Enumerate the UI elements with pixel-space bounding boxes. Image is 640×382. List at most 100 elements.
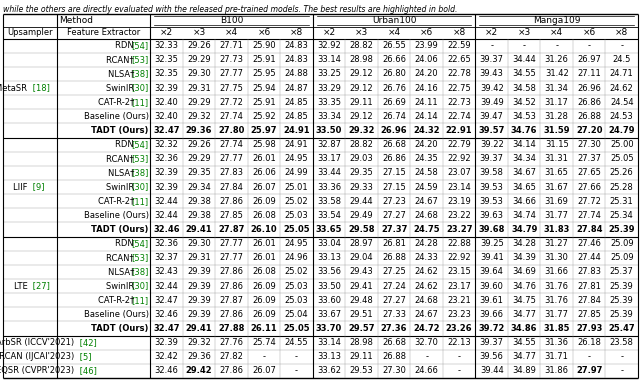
Text: 28.98: 28.98 [349,55,374,64]
Text: RDN: RDN [115,41,136,50]
Text: 32.44: 32.44 [155,197,179,206]
Text: 23.07: 23.07 [447,168,471,177]
Text: 34.69: 34.69 [512,267,536,277]
Text: 24.83: 24.83 [285,41,308,50]
Text: 27.74: 27.74 [220,140,243,149]
Text: 29.32: 29.32 [187,338,211,347]
Text: 28.97: 28.97 [349,239,374,248]
Text: 27.65: 27.65 [577,168,601,177]
Text: -: - [262,352,266,361]
Text: 26.18: 26.18 [577,338,601,347]
Text: 32.35: 32.35 [155,70,179,78]
Text: 32.92: 32.92 [317,41,341,50]
Text: 33.35: 33.35 [317,98,341,107]
Text: ×3: ×3 [193,28,205,37]
Text: 27.77: 27.77 [220,70,244,78]
Text: 26.86: 26.86 [382,154,406,163]
Text: Urban100: Urban100 [372,16,417,25]
Text: ×3: ×3 [355,28,368,37]
Text: CAT-R-2†: CAT-R-2† [98,197,136,206]
Text: 31.15: 31.15 [545,140,568,149]
Text: 33.60: 33.60 [317,296,341,305]
Text: 34.74: 34.74 [512,211,536,220]
Text: 39.58: 39.58 [480,168,504,177]
Text: 27.86: 27.86 [220,310,244,319]
Text: 32.44: 32.44 [155,211,179,220]
Text: 25.37: 25.37 [610,267,634,277]
Text: 26.86: 26.86 [577,98,601,107]
Text: [54]: [54] [132,140,148,149]
Text: 32.47: 32.47 [155,296,179,305]
Text: 27.85: 27.85 [220,211,243,220]
Text: 39.63: 39.63 [479,211,504,220]
Text: 33.14: 33.14 [317,338,341,347]
Text: 26.09: 26.09 [252,197,276,206]
Text: 31.67: 31.67 [545,183,569,191]
Text: 24.54: 24.54 [610,98,634,107]
Text: 39.56: 39.56 [480,352,504,361]
Text: [38]: [38] [131,267,148,277]
Text: 34.28: 34.28 [512,239,536,248]
Text: 24.68: 24.68 [415,211,438,220]
Text: 32.39: 32.39 [155,84,179,92]
Text: 27.77: 27.77 [220,154,244,163]
Text: RCAN†: RCAN† [106,154,136,163]
Text: 26.81: 26.81 [382,239,406,248]
Text: 39.47: 39.47 [480,112,504,121]
Text: 25.95: 25.95 [252,70,276,78]
Text: 23.58: 23.58 [610,338,634,347]
Text: 24.53: 24.53 [610,112,634,121]
Text: RDN: RDN [115,140,136,149]
Text: 24.11: 24.11 [415,98,438,107]
Text: 26.76: 26.76 [382,84,406,92]
Text: 27.84: 27.84 [576,225,602,234]
Text: 27.80: 27.80 [218,126,244,135]
Text: 31.26: 31.26 [545,55,569,64]
Text: CAT-R-2†: CAT-R-2† [98,98,136,107]
Text: 31.83: 31.83 [543,225,570,234]
Text: 31.77: 31.77 [545,310,569,319]
Text: NLSA†: NLSA† [108,70,136,78]
Text: CAT-R-2†: CAT-R-2† [98,296,136,305]
Text: -: - [620,41,623,50]
Text: 34.77: 34.77 [512,310,536,319]
Text: 39.42: 39.42 [480,84,504,92]
Text: 39.25: 39.25 [480,239,504,248]
Text: 24.85: 24.85 [285,98,308,107]
Text: 24.33: 24.33 [415,253,438,262]
Text: 32.44: 32.44 [155,282,179,291]
Text: 33.14: 33.14 [317,55,341,64]
Text: 29.12: 29.12 [350,70,373,78]
Text: 27.87: 27.87 [218,225,244,234]
Text: 31.76: 31.76 [545,282,569,291]
Text: 25.94: 25.94 [252,84,276,92]
Text: -: - [458,366,461,376]
Text: 31.36: 31.36 [545,338,569,347]
Text: [53]: [53] [131,253,148,262]
Text: 39.49: 39.49 [480,98,504,107]
Text: 34.14: 34.14 [512,140,536,149]
Text: 39.44: 39.44 [480,366,504,376]
Text: 32.46: 32.46 [153,225,180,234]
Text: 39.53: 39.53 [480,183,504,191]
Text: 33.50: 33.50 [316,126,342,135]
Text: 25.02: 25.02 [285,267,308,277]
Text: 23.15: 23.15 [447,267,471,277]
Text: 33.54: 33.54 [317,211,341,220]
Text: 24.66: 24.66 [415,366,438,376]
Text: 24.20: 24.20 [415,140,438,149]
Text: 32.35: 32.35 [155,55,179,64]
Text: 29.48: 29.48 [349,296,374,305]
Text: 29.41: 29.41 [350,282,373,291]
Text: 39.37: 39.37 [479,154,504,163]
Text: 29.58: 29.58 [348,225,375,234]
Text: EQSR (CVPR'2023): EQSR (CVPR'2023) [0,366,77,376]
Text: [11]: [11] [132,296,148,305]
Text: while the others are directly evaluated with the released pre-trained models. Th: while the others are directly evaluated … [3,5,458,14]
Text: Baseline (Ours): Baseline (Ours) [84,310,148,319]
Text: 25.97: 25.97 [251,126,277,135]
Text: 33.13: 33.13 [317,352,341,361]
Text: 34.76: 34.76 [511,126,538,135]
Text: 27.30: 27.30 [577,140,601,149]
Text: 25.04: 25.04 [285,310,308,319]
